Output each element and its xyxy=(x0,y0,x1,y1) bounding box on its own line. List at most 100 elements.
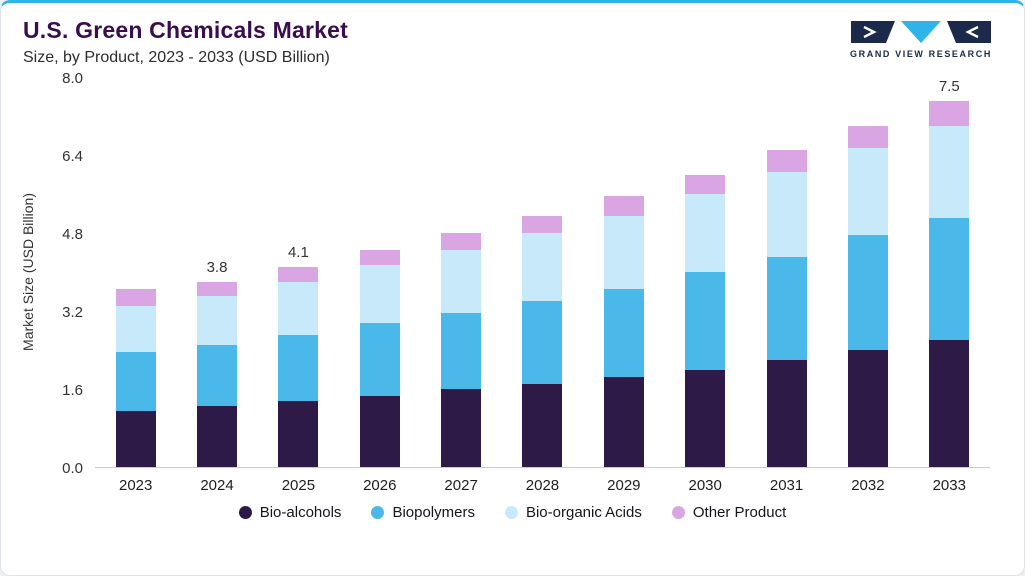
legend-label: Bio-organic Acids xyxy=(525,504,642,521)
bar-segment-bio-alcohols xyxy=(197,406,238,467)
bar-segment-biopolymers xyxy=(603,289,644,377)
x-axis-tick: 2023 xyxy=(118,477,153,494)
page-title: U.S. Green Chemicals Market xyxy=(23,17,348,43)
bar-segment-bio-organic-acids xyxy=(441,250,482,314)
bar-segment-bio-alcohols xyxy=(359,396,400,467)
bar-total-label: 3.8 xyxy=(206,258,228,276)
bar-segment-biopolymers xyxy=(115,352,156,411)
legend-label: Other Product xyxy=(692,504,787,521)
bar-segment-other-product xyxy=(278,267,319,282)
legend-swatch xyxy=(238,506,252,519)
bar-segment-bio-organic-acids xyxy=(685,194,726,272)
bar-segment-other-product xyxy=(685,174,726,194)
brand-logo-text: GRAND VIEW RESEARCH xyxy=(850,49,992,59)
x-axis-tick: 2030 xyxy=(688,477,722,494)
bar-2026 xyxy=(344,77,416,467)
bar-segment-other-product xyxy=(603,196,644,216)
title-block: U.S. Green Chemicals Market Size, by Pro… xyxy=(23,17,348,67)
legend: Bio-alcohols Biopolymers Bio-organic Acids… xyxy=(1,504,1024,521)
x-axis-tick: 2031 xyxy=(769,477,804,494)
x-axis-tick: 2026 xyxy=(363,477,397,494)
bar-segment-bio-alcohols xyxy=(847,350,888,467)
bar-segment-bio-alcohols xyxy=(603,376,644,467)
bar-segment-biopolymers xyxy=(522,301,563,385)
bar-segment-biopolymers xyxy=(766,257,807,360)
y-axis-tick: 8.0 xyxy=(62,70,83,87)
bar-segment-bio-organic-acids xyxy=(766,172,807,258)
bar-segment-bio-alcohols xyxy=(278,401,319,467)
y-axis-tick: 6.4 xyxy=(62,148,83,165)
chart-area: Market Size (USD Billion) 0.0 1.6 3.2 4.8 6.… xyxy=(1,70,1024,494)
y-axis-tick: 0.0 xyxy=(62,460,83,477)
bar-segment-biopolymers xyxy=(847,235,888,350)
x-axis-tick: 2029 xyxy=(607,477,641,494)
legend-item-biopolymers: Biopolymers xyxy=(371,504,475,521)
brand-logo: GRAND VIEW RESEARCH xyxy=(842,19,1000,59)
bar-segment-bio-alcohols xyxy=(522,384,563,467)
x-axis-tick: 2033 xyxy=(932,477,966,494)
bar-2027 xyxy=(425,77,497,467)
bar-segment-bio-alcohols xyxy=(685,369,726,467)
legend-item-bio-alcohols: Bio-alcohols xyxy=(238,504,342,521)
bar-segment-biopolymers xyxy=(197,345,238,407)
bar-2032 xyxy=(832,77,904,467)
x-axis: 2023 2024 2025 2026 2027 2028 2029 2030 2031 2032… xyxy=(95,477,990,494)
bar-segment-other-product xyxy=(766,150,807,173)
bar-segment-bio-organic-acids xyxy=(359,264,400,324)
legend-label: Biopolymers xyxy=(392,504,475,521)
plot: 3.8 4.1 7.5 xyxy=(95,77,990,468)
bar-segment-bio-organic-acids xyxy=(603,215,644,290)
bar-segment-bio-organic-acids xyxy=(115,306,156,353)
bar-segment-biopolymers xyxy=(685,272,726,370)
x-axis-tick: 2027 xyxy=(444,477,478,494)
bar-segment-other-product xyxy=(115,289,156,307)
legend-item-other-product: Other Product xyxy=(671,504,787,521)
x-axis-tick: 2024 xyxy=(200,477,234,494)
page-subtitle: Size, by Product, 2023 - 2033 (USD Billi… xyxy=(23,49,330,66)
bar-segment-bio-organic-acids xyxy=(847,147,888,236)
bar-segment-bio-organic-acids xyxy=(278,281,319,336)
bar-segment-other-product xyxy=(197,281,238,297)
bar-total-label: 7.5 xyxy=(938,78,960,96)
legend-item-bio-organic-acids: Bio-organic Acids xyxy=(504,504,642,521)
bar-segment-bio-organic-acids xyxy=(197,296,238,346)
x-axis-tick: 2028 xyxy=(525,477,560,494)
legend-swatch xyxy=(371,506,385,519)
y-axis-tick: 4.8 xyxy=(62,226,83,243)
bar-segment-biopolymers xyxy=(441,313,482,389)
y-axis-tick: 1.6 xyxy=(62,382,83,399)
bar-2024: 3.8 xyxy=(181,77,253,467)
bar-segment-other-product xyxy=(929,101,970,126)
bar-segment-other-product xyxy=(847,125,888,148)
bar-segment-other-product xyxy=(441,233,482,251)
bar-segment-biopolymers xyxy=(278,335,319,402)
y-axis-label: Market Size (USD Billion) xyxy=(20,193,36,351)
bar-segment-bio-alcohols xyxy=(766,359,807,467)
y-axis-tick: 3.2 xyxy=(62,304,83,321)
bar-segment-bio-alcohols xyxy=(115,410,156,467)
x-axis-tick: 2032 xyxy=(851,477,885,494)
bar-2023 xyxy=(100,77,172,467)
grand-view-research-icon xyxy=(851,21,991,43)
bar-2033: 7.5 xyxy=(913,77,985,467)
bar-2028 xyxy=(506,77,578,467)
y-axis: 0.0 1.6 3.2 4.8 6.4 8.0 xyxy=(43,70,95,477)
bar-segment-bio-alcohols xyxy=(929,340,970,467)
y-axis-label-wrap: Market Size (USD Billion) xyxy=(13,77,43,467)
bar-segment-other-product xyxy=(359,250,400,265)
bar-2029 xyxy=(588,77,660,467)
bar-segment-bio-organic-acids xyxy=(522,233,563,302)
bar-segment-biopolymers xyxy=(929,218,970,341)
bar-total-label: 4.1 xyxy=(287,244,309,262)
bar-2030 xyxy=(669,77,741,467)
bar-2025: 4.1 xyxy=(262,77,334,467)
header: U.S. Green Chemicals Market Size, by Pro… xyxy=(1,3,1024,67)
bar-2031 xyxy=(751,77,823,467)
bar-segment-bio-alcohols xyxy=(441,389,482,467)
legend-label: Bio-alcohols xyxy=(259,504,342,521)
legend-swatch xyxy=(671,506,685,519)
bar-segment-biopolymers xyxy=(359,323,400,397)
x-axis-tick: 2025 xyxy=(281,477,316,494)
bar-segment-other-product xyxy=(522,215,563,233)
